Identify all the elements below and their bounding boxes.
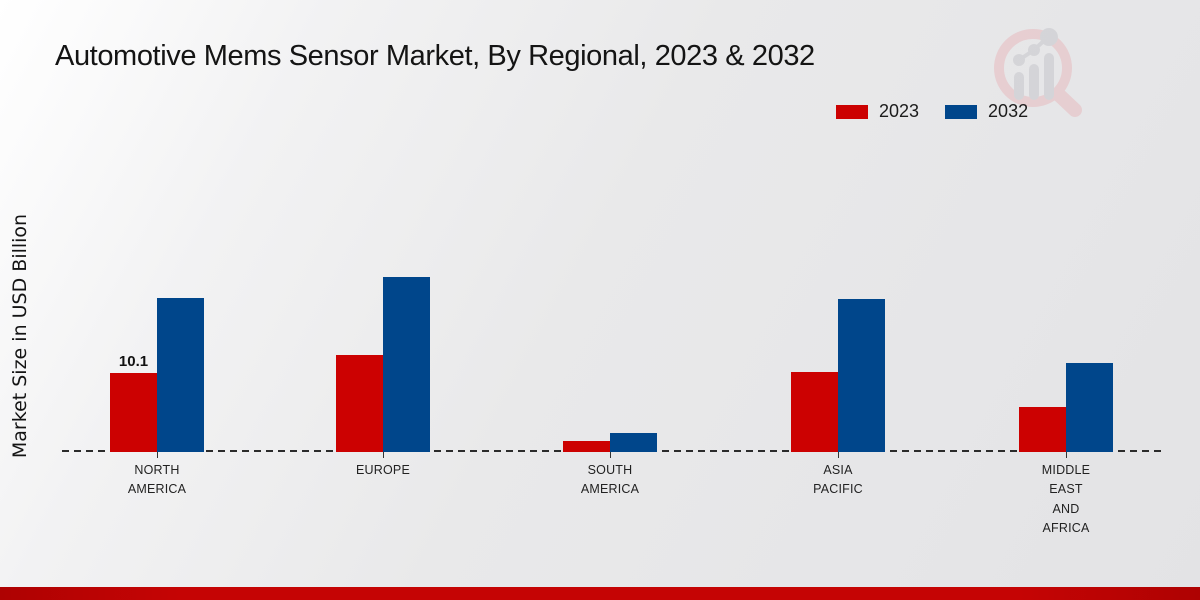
bar-2032-europe	[383, 277, 430, 452]
x-axis-label-asia-pacific: ASIA PACIFIC	[813, 463, 863, 497]
x-axis-label-south-america: SOUTH AMERICA	[580, 463, 640, 497]
x-axis-label-middle-east-and-africa: MIDDLE EAST AND AFRICA	[1041, 463, 1091, 536]
bar-value-label-north-america-2023: 10.1	[118, 353, 149, 371]
bar-2023-middle-east-and-africa	[1019, 406, 1066, 452]
x-axis-tick-north-america	[157, 452, 158, 458]
market-research-magnifier-logo-icon	[994, 28, 1082, 117]
chart-legend: 2023 2032	[836, 101, 1028, 122]
legend-swatch-2032	[945, 104, 978, 119]
bar-2023-asia-pacific	[791, 372, 838, 452]
x-axis-tick-asia-pacific	[838, 452, 839, 458]
legend-item-2032: 2032	[945, 101, 1028, 122]
x-axis-label-europe: EUROPE	[356, 463, 410, 477]
bar-2023-europe	[336, 354, 383, 452]
x-axis-label-north-america: NORTH AMERICA	[127, 463, 187, 497]
footer-accent-bar	[0, 587, 1200, 600]
x-axis-tick-middle-east-and-africa	[1066, 452, 1067, 458]
bar-2032-asia-pacific	[838, 299, 885, 452]
legend-label-2023: 2023	[879, 101, 920, 121]
bar-2023-south-america	[563, 441, 610, 452]
x-axis-tick-south-america	[610, 452, 611, 458]
x-axis-tick-europe	[383, 452, 384, 458]
bar-2032-north-america	[157, 297, 204, 452]
legend-item-2023: 2023	[836, 101, 919, 122]
bar-2023-north-america	[110, 373, 157, 452]
chart-title: Automotive Mems Sensor Market, By Region…	[55, 40, 815, 72]
bar-2032-south-america	[610, 433, 657, 452]
bar-2032-middle-east-and-africa	[1066, 363, 1113, 452]
legend-label-2032: 2032	[988, 101, 1029, 121]
legend-swatch-2023	[836, 104, 868, 119]
